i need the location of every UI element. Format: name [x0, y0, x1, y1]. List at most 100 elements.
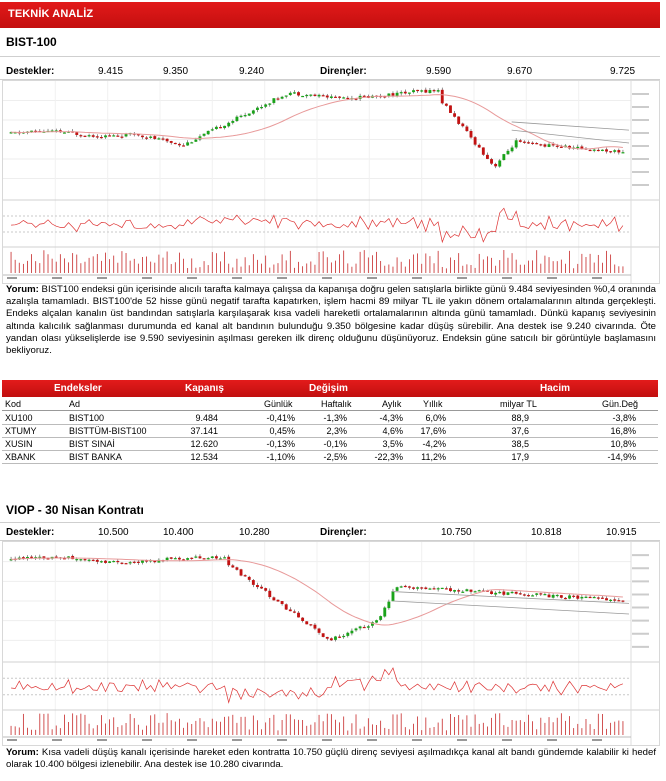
- candle-body: [362, 95, 366, 97]
- time-tick: [547, 277, 557, 279]
- candle-body: [104, 135, 107, 138]
- bist-candlestick-chart: [3, 81, 659, 283]
- divider: [0, 540, 660, 541]
- cell-ad: BIST100: [69, 413, 105, 423]
- candle-body: [108, 561, 112, 563]
- candle-body: [617, 600, 621, 602]
- candle-body: [473, 137, 477, 145]
- time-tick: [52, 277, 62, 279]
- commentary-text: BIST100 endeksi gün içerisinde alıcılı t…: [6, 284, 656, 357]
- candle-body: [280, 96, 284, 99]
- table-row: XUSIN BIST SINAİ 12.620 -0,13% -0,1% 3,5% -4,2…: [2, 438, 658, 451]
- cell-haftalik: -0,1%: [323, 439, 347, 449]
- time-tick: [52, 739, 62, 741]
- candle-body: [543, 144, 547, 147]
- candle-body: [276, 98, 280, 100]
- time-tick: [232, 739, 242, 741]
- viop-levels: Destekler: 10.500 10.400 10.280 Dirençle…: [0, 527, 660, 541]
- candle-body: [256, 107, 259, 110]
- candle-body: [514, 591, 518, 594]
- candle-body: [596, 149, 600, 152]
- candle-body: [559, 595, 563, 598]
- candle-body: [153, 560, 157, 563]
- candle-body: [79, 559, 83, 561]
- cell-gunluk: -0,13%: [266, 439, 295, 449]
- candle-body: [288, 92, 292, 96]
- candle-body: [214, 126, 218, 130]
- candle-body: [141, 560, 144, 563]
- candle-body: [120, 562, 124, 564]
- resistances-label: Dirençler:: [320, 527, 367, 538]
- moving-average-line: [11, 94, 623, 150]
- table-subheader: Kod Ad Günlük Haftalık Aylık Yıllık mily…: [2, 398, 658, 411]
- candle-body: [559, 146, 563, 148]
- time-tick: [457, 277, 467, 279]
- time-tick: [97, 277, 107, 279]
- cell-yillik: -4,2%: [422, 439, 446, 449]
- time-tick: [457, 739, 467, 741]
- candle-body: [124, 133, 128, 137]
- candle-body: [416, 89, 420, 92]
- candle-body: [412, 587, 415, 589]
- candle-body: [26, 556, 29, 559]
- candle-body: [424, 587, 428, 590]
- candle-body: [461, 591, 465, 593]
- candle-body: [288, 609, 292, 612]
- candle-body: [399, 92, 403, 94]
- candle-body: [428, 588, 432, 590]
- candle-body: [555, 594, 559, 597]
- candle-body: [551, 144, 555, 146]
- support-1: 10.500: [98, 527, 129, 538]
- time-tick: [502, 277, 512, 279]
- candle-body: [391, 93, 395, 96]
- candle-body: [621, 152, 625, 154]
- cell-kapanis: 12.620: [190, 439, 218, 449]
- cell-aylik: -22,3%: [374, 452, 403, 462]
- header-degisim: Değişim: [309, 383, 348, 394]
- cell-ad: BIST BANKA: [69, 452, 122, 462]
- candle-body: [440, 89, 444, 104]
- time-tick: [7, 277, 17, 279]
- time-tick: [187, 739, 197, 741]
- candle-body: [13, 132, 17, 134]
- cell-haftalik: -2,5%: [323, 452, 347, 462]
- candle-body: [112, 560, 116, 563]
- candle-body: [153, 136, 157, 139]
- candle-body: [136, 133, 140, 136]
- candle-body: [38, 556, 42, 558]
- cell-hacim: 88,9: [511, 413, 529, 423]
- candle-body: [116, 560, 120, 563]
- divider: [0, 522, 660, 523]
- candle-body: [194, 556, 198, 558]
- candle-body: [588, 596, 592, 599]
- candle-body: [354, 98, 358, 100]
- oscillator-line: [11, 667, 624, 704]
- candle-body: [477, 144, 481, 148]
- col-gunluk: Günlük: [264, 399, 293, 409]
- candle-body: [387, 93, 391, 97]
- resistance-1: 10.750: [441, 527, 472, 538]
- time-tick: [322, 739, 332, 741]
- candle-body: [506, 150, 510, 155]
- candle-body: [338, 96, 342, 98]
- candle-body: [256, 585, 259, 588]
- candle-body: [498, 160, 502, 167]
- candle-body: [157, 138, 161, 140]
- cell-hacim: 38,5: [511, 439, 529, 449]
- candle-body: [227, 122, 231, 127]
- candle-body: [473, 591, 477, 593]
- candle-body: [543, 594, 547, 596]
- channel-lower-line: [392, 600, 630, 615]
- viop-chart: [2, 541, 660, 746]
- candle-body: [272, 98, 276, 103]
- candle-body: [605, 149, 608, 152]
- candle-body: [276, 599, 280, 602]
- candle-body: [292, 611, 296, 613]
- candle-body: [210, 556, 214, 559]
- candle-body: [403, 585, 407, 588]
- candle-body: [305, 94, 309, 97]
- candle-body: [432, 90, 436, 92]
- candle-body: [223, 125, 227, 129]
- candle-body: [284, 604, 288, 610]
- candle-body: [379, 616, 383, 620]
